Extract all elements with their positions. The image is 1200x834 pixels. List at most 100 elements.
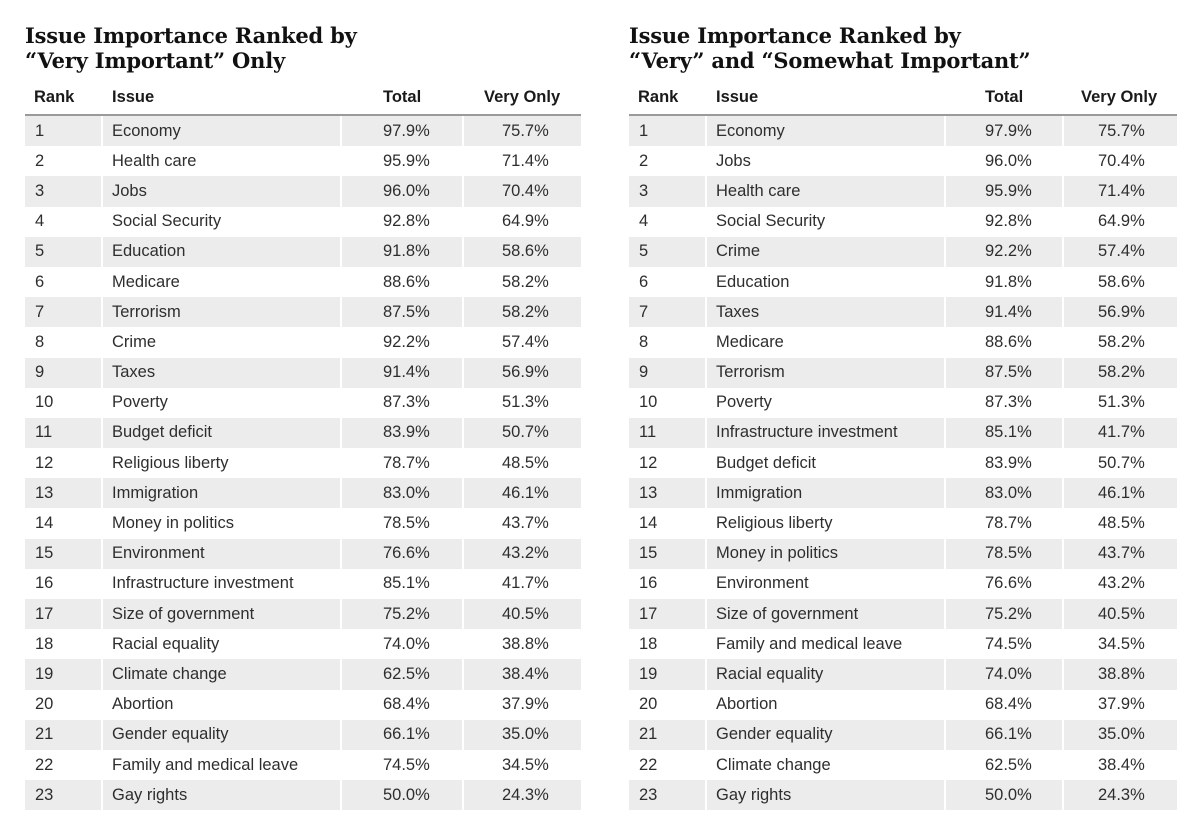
right-table-panel: Issue Importance Ranked by “Very” and “S… <box>629 23 1177 811</box>
table-row: 16 Infrastructure investment 85.1% 41.7% <box>25 568 581 599</box>
table-row: 8 Crime 92.2% 57.4% <box>25 327 581 358</box>
left-table-body: 1 Economy 97.9% 75.7% 2 Health care 95.9% 71.4%… <box>25 116 581 811</box>
table-row: 7 Taxes 91.4% 56.9% <box>629 297 1177 328</box>
table-row: 14 Money in politics 78.5% 43.7% <box>25 508 581 539</box>
rank-cell: 22 <box>25 749 103 781</box>
very-only-cell: 38.4% <box>464 659 581 690</box>
table-row: 6 Medicare 88.6% 58.2% <box>25 266 581 298</box>
table-row: 11 Infrastructure investment 85.1% 41.7% <box>629 417 1177 449</box>
table-row: 10 Poverty 87.3% 51.3% <box>629 387 1177 418</box>
table-row: 2 Jobs 96.0% 70.4% <box>629 146 1177 177</box>
rank-cell: 7 <box>25 297 103 328</box>
issue-cell: Racial equality <box>103 629 342 660</box>
very-only-cell: 70.4% <box>464 176 581 207</box>
rank-cell: 15 <box>629 538 707 569</box>
rank-cell: 2 <box>629 146 707 177</box>
total-cell: 74.5% <box>946 629 1064 660</box>
very-only-cell: 56.9% <box>1064 297 1177 328</box>
very-only-cell: 41.7% <box>464 568 581 599</box>
total-cell: 83.0% <box>342 478 464 509</box>
right-table-header: Rank Issue Total Very Only <box>629 82 1177 116</box>
very-only-cell: 58.2% <box>464 266 581 298</box>
table-row: 15 Environment 76.6% 43.2% <box>25 538 581 569</box>
very-only-cell: 43.7% <box>464 508 581 539</box>
issue-cell: Abortion <box>707 689 946 720</box>
total-cell: 87.5% <box>946 357 1064 388</box>
total-cell: 88.6% <box>946 327 1064 358</box>
table-row: 22 Family and medical leave 74.5% 34.5% <box>25 749 581 781</box>
header-rank: Rank <box>25 82 103 116</box>
right-table-body: 1 Economy 97.9% 75.7% 2 Jobs 96.0% 70.4% 3 Health… <box>629 116 1177 811</box>
very-only-cell: 43.2% <box>1064 568 1177 599</box>
issue-cell: Crime <box>103 327 342 358</box>
rank-cell: 22 <box>629 749 707 781</box>
rank-cell: 13 <box>629 478 707 509</box>
rank-cell: 17 <box>25 599 103 630</box>
issue-cell: Crime <box>707 236 946 267</box>
issue-cell: Infrastructure investment <box>103 568 342 599</box>
very-only-cell: 35.0% <box>464 719 581 750</box>
left-title-line2: “Very Important” Only <box>25 47 285 73</box>
very-only-cell: 58.6% <box>1064 266 1177 298</box>
very-only-cell: 34.5% <box>464 749 581 781</box>
total-cell: 87.3% <box>342 387 464 418</box>
very-only-cell: 56.9% <box>464 357 581 388</box>
table-row: 5 Education 91.8% 58.6% <box>25 236 581 267</box>
rank-cell: 6 <box>25 266 103 298</box>
rank-cell: 10 <box>629 387 707 418</box>
total-cell: 62.5% <box>946 749 1064 781</box>
very-only-cell: 35.0% <box>1064 719 1177 750</box>
table-row: 15 Money in politics 78.5% 43.7% <box>629 538 1177 569</box>
rank-cell: 6 <box>629 266 707 298</box>
header-total: Total <box>342 82 464 116</box>
very-only-cell: 71.4% <box>464 146 581 177</box>
total-cell: 87.5% <box>342 297 464 328</box>
header-very-only: Very Only <box>1064 82 1177 116</box>
very-only-cell: 51.3% <box>1064 387 1177 418</box>
issue-cell: Gender equality <box>103 719 342 750</box>
rank-cell: 20 <box>25 689 103 720</box>
header-rank: Rank <box>629 82 707 116</box>
very-only-cell: 38.8% <box>1064 659 1177 690</box>
issue-cell: Religious liberty <box>103 448 342 479</box>
issue-cell: Gay rights <box>103 780 342 811</box>
total-cell: 76.6% <box>342 538 464 569</box>
issue-cell: Jobs <box>103 176 342 207</box>
left-ranking-table: Rank Issue Total Very Only 1 Economy 97.9%… <box>25 82 581 811</box>
total-cell: 96.0% <box>946 146 1064 177</box>
issue-cell: Budget deficit <box>707 448 946 479</box>
issue-cell: Climate change <box>103 659 342 690</box>
table-row: 22 Climate change 62.5% 38.4% <box>629 749 1177 781</box>
right-title-line1: Issue Importance Ranked by <box>629 23 961 48</box>
very-only-cell: 37.9% <box>1064 689 1177 720</box>
total-cell: 92.8% <box>342 206 464 237</box>
issue-cell: Health care <box>707 176 946 207</box>
very-only-cell: 24.3% <box>1064 780 1177 811</box>
rank-cell: 16 <box>25 568 103 599</box>
total-cell: 62.5% <box>342 659 464 690</box>
table-row: 18 Family and medical leave 74.5% 34.5% <box>629 629 1177 660</box>
rank-cell: 9 <box>25 357 103 388</box>
table-row: 16 Environment 76.6% 43.2% <box>629 568 1177 599</box>
total-cell: 92.2% <box>342 327 464 358</box>
left-table-title: Issue Importance Ranked by “Very Importa… <box>25 23 581 74</box>
issue-cell: Gay rights <box>707 780 946 811</box>
table-row: 6 Education 91.8% 58.6% <box>629 266 1177 298</box>
table-row: 9 Taxes 91.4% 56.9% <box>25 357 581 388</box>
table-row: 2 Health care 95.9% 71.4% <box>25 146 581 177</box>
table-row: 21 Gender equality 66.1% 35.0% <box>629 719 1177 750</box>
table-row: 5 Crime 92.2% 57.4% <box>629 236 1177 267</box>
issue-cell: Jobs <box>707 146 946 177</box>
very-only-cell: 57.4% <box>464 327 581 358</box>
total-cell: 91.4% <box>342 357 464 388</box>
very-only-cell: 50.7% <box>1064 448 1177 479</box>
table-row: 20 Abortion 68.4% 37.9% <box>25 689 581 720</box>
issue-cell: Environment <box>707 568 946 599</box>
rank-cell: 18 <box>629 629 707 660</box>
total-cell: 76.6% <box>946 568 1064 599</box>
header-total: Total <box>946 82 1064 116</box>
very-only-cell: 43.2% <box>464 538 581 569</box>
total-cell: 50.0% <box>946 780 1064 811</box>
table-row: 19 Climate change 62.5% 38.4% <box>25 659 581 690</box>
issue-cell: Climate change <box>707 749 946 781</box>
